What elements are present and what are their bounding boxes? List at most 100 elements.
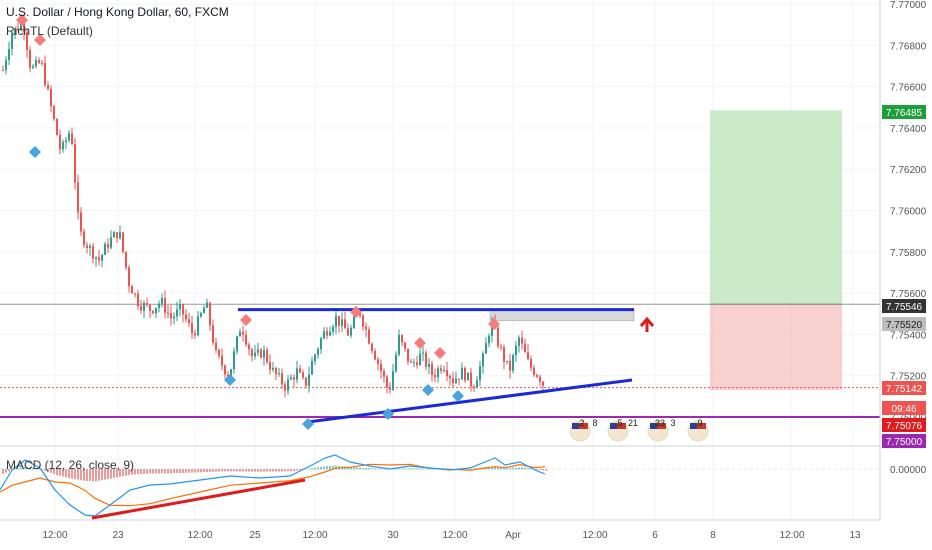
candle-body (254, 352, 256, 357)
candle-body (29, 49, 31, 68)
event-count-label: 2 (579, 418, 584, 428)
macd-histogram-bar (83, 469, 85, 481)
macd-histogram-bar (74, 469, 76, 480)
candle-body (5, 60, 7, 71)
candle-body (488, 335, 490, 344)
price-candles (2, 14, 544, 398)
macd-histogram-bar (212, 469, 214, 472)
macd-histogram-bar (428, 468, 430, 470)
time-tick-label: 12:00 (582, 530, 607, 541)
macd-histogram-bar (323, 466, 325, 470)
candle-body (338, 315, 340, 326)
candle-body (341, 319, 343, 326)
macd-histogram-bar (230, 469, 232, 472)
economic-events[interactable]: 2 8 5 21 33 3 9 (569, 418, 709, 442)
price-tick-label: 7.76600 (890, 83, 927, 94)
macd-histogram-bar (20, 467, 22, 470)
macd-histogram-bar (131, 469, 133, 475)
candle-body (401, 335, 403, 343)
candle-body (17, 28, 19, 30)
price-tag (882, 105, 926, 119)
macd-histogram-bar (155, 469, 157, 474)
candle-body (227, 374, 229, 378)
event-extra-label: 3 (670, 418, 675, 428)
trend-lines[interactable] (238, 308, 655, 424)
candle-body (77, 182, 79, 213)
macd-histogram-bar (350, 467, 352, 470)
candle-body (344, 319, 346, 329)
macd-histogram-bar (185, 469, 187, 473)
candle-body (137, 293, 139, 307)
macd-histogram-bar (182, 469, 184, 473)
candle-body (527, 352, 529, 360)
macd-histogram-bar (164, 469, 166, 474)
candle-body (158, 303, 160, 308)
axes: 7.77000 7.76800 7.76600 7.76400 7.76200 7.760… (0, 0, 927, 541)
sell-signal-marker (350, 306, 362, 318)
indicator-label[interactable]: RichTL (Default) (6, 24, 93, 38)
candle-body (377, 359, 379, 364)
macd-histogram-bar (104, 469, 106, 480)
price-tag (882, 418, 926, 432)
macd-histogram-bar (419, 468, 421, 470)
candle-body (452, 377, 454, 384)
price-tag (882, 299, 926, 313)
macd-histogram-bar (293, 469, 295, 471)
candle-body (425, 352, 427, 368)
macd-histogram-bar (206, 469, 208, 473)
time-tick-label: 8 (710, 530, 716, 541)
macd-histogram-bar (281, 469, 283, 472)
sell-signal-marker (488, 318, 500, 330)
macd-histogram-bar (71, 469, 73, 479)
buy-signal-marker (382, 408, 394, 420)
time-tick-label: Apr (505, 530, 521, 541)
candle-body (50, 88, 52, 106)
candle-body (353, 316, 355, 328)
event-count-label: 9 (697, 418, 702, 428)
candle-body (161, 297, 163, 304)
buy-signal-marker (452, 390, 464, 402)
candle-body (509, 360, 511, 371)
candle-body (491, 321, 493, 336)
macd-label[interactable]: MACD (12, 26, close, 9) (6, 458, 135, 472)
symbol-title[interactable]: U.S. Dollar / Hong Kong Dollar, 60, FXCM (6, 5, 229, 19)
candle-body (521, 337, 523, 344)
macd-histogram-bar (431, 468, 433, 470)
candle-body (407, 348, 409, 362)
price-tag-label: 09:46 (891, 404, 916, 415)
position-zones[interactable] (710, 110, 842, 391)
candle-body (182, 304, 184, 315)
macd-histogram-bar (386, 468, 388, 470)
macd-histogram-bar (413, 468, 415, 470)
macd-histogram-bar (188, 469, 190, 473)
macd-histogram-bar (365, 468, 367, 470)
candle-body (299, 368, 301, 373)
macd-histogram-bar (68, 469, 70, 478)
candle-body (506, 360, 508, 362)
macd-histogram-bar (236, 469, 238, 472)
macd-histogram-bar (263, 469, 265, 472)
flag-canton (572, 423, 579, 429)
macd-histogram-bar (203, 469, 205, 473)
price-tick-label: 7.76800 (890, 41, 927, 52)
macd-histogram-bar (218, 469, 220, 472)
candle-body (278, 373, 280, 375)
candle-body (263, 350, 265, 358)
macd-histogram-bar (515, 467, 517, 470)
macd-histogram-bar (80, 469, 82, 481)
macd-histogram-bar (308, 468, 310, 470)
candle-body (413, 362, 415, 364)
candle-body (170, 312, 172, 319)
macd-histogram-bar (17, 468, 19, 470)
candle-body (41, 62, 43, 64)
macd-histogram-bar (371, 468, 373, 470)
candle-body (149, 304, 151, 311)
candle-body (179, 304, 181, 310)
candle-body (212, 325, 214, 343)
candle-body (23, 22, 25, 33)
macd-histogram-bar (320, 466, 322, 470)
macd-histogram-bar (305, 468, 307, 470)
macd-histogram-bar (506, 467, 508, 470)
macd-histogram-bar (326, 466, 328, 470)
